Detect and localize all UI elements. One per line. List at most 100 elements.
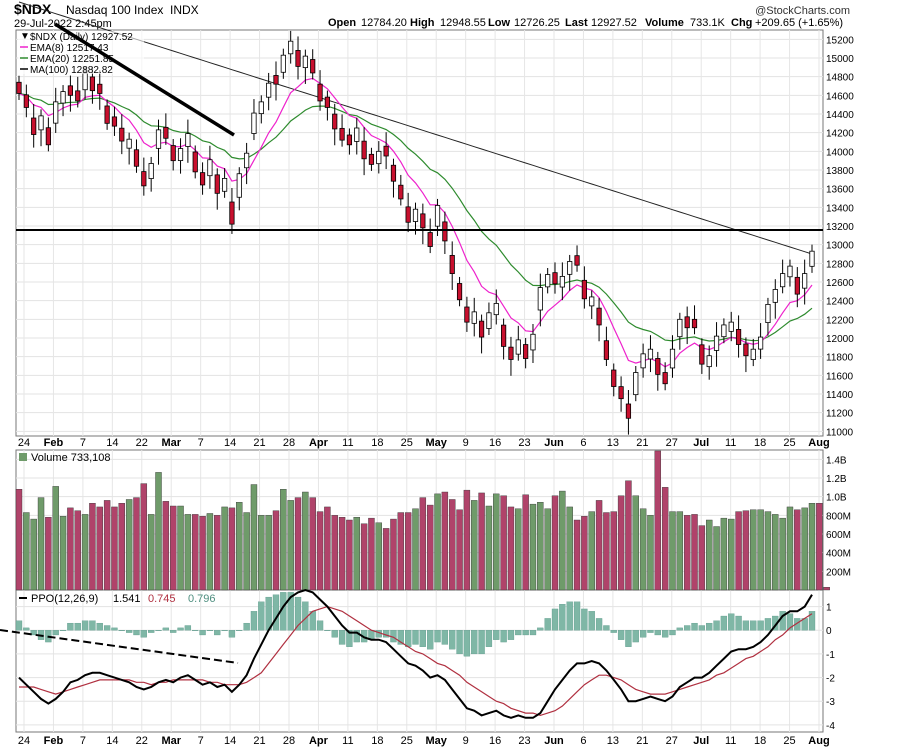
ppo-histogram	[15, 592, 816, 657]
candle-body	[721, 324, 727, 338]
last-value: 12927.52	[591, 17, 637, 29]
ppo-dashed-trendline	[0, 629, 239, 664]
ppo-histogram-bar	[581, 608, 588, 631]
candle-body	[596, 307, 602, 326]
x-tick-label: 27	[666, 437, 678, 449]
ppo-tick-label: 0	[826, 626, 832, 637]
x-tick-label: 16	[489, 735, 501, 747]
price-tick-label: 13400	[826, 203, 854, 214]
volume-bar	[155, 472, 162, 591]
volume-bar	[45, 517, 52, 591]
volume-bar	[169, 505, 177, 591]
candle-body	[221, 177, 228, 192]
x-tick-label: 23	[518, 735, 530, 747]
candle-body	[765, 303, 771, 323]
ppo-histogram-bar	[471, 630, 478, 655]
x-tick-label: 7	[80, 437, 86, 449]
volume-bar	[382, 528, 390, 591]
volume-bar	[595, 500, 603, 591]
volume-bar	[353, 517, 360, 591]
volume-bar	[52, 486, 59, 591]
candle-body	[324, 96, 330, 108]
ppo-histogram-bar	[243, 622, 250, 631]
candle-body	[552, 272, 558, 285]
volume-bar	[118, 503, 125, 591]
volume-bar	[236, 502, 243, 591]
candle-body	[706, 355, 712, 368]
volume-bar	[59, 516, 67, 591]
volume-bar	[683, 515, 691, 591]
candle-body	[155, 129, 162, 149]
volume-bar	[412, 508, 419, 591]
candle-body	[420, 213, 426, 229]
volume-bar	[786, 506, 794, 591]
x-tick-label: 21	[636, 735, 648, 747]
ppo-histogram-bar	[184, 625, 192, 631]
volume-bar	[742, 510, 750, 591]
volume-bar	[581, 516, 588, 591]
candle-body	[772, 289, 778, 303]
candle-body	[273, 75, 279, 85]
ppo-histogram-bar	[706, 622, 713, 631]
low-value: 12726.25	[514, 17, 560, 29]
x-tick-label: 9	[463, 735, 469, 747]
volume-bar	[794, 509, 801, 591]
volume-bar	[507, 506, 515, 591]
ppo-histogram-bar	[684, 625, 691, 631]
ppo-histogram-bar	[654, 630, 661, 636]
ppo-line	[18, 588, 813, 719]
volume-bar	[287, 500, 294, 591]
volume-bar	[801, 507, 808, 591]
ppo-legend-value: 1.541	[113, 593, 141, 605]
candle-body	[464, 306, 470, 323]
x-tick-label: 14	[224, 735, 236, 747]
volume-bar	[559, 490, 566, 591]
volume-bar	[162, 501, 170, 591]
open-value: 12784.20	[361, 17, 407, 29]
x-tick-label: 28	[283, 437, 295, 449]
legend-price: $NDX (Daily) 12927.52	[30, 32, 133, 43]
candle-body	[302, 55, 308, 69]
volume-bar	[67, 507, 74, 591]
ppo-histogram-bar	[338, 630, 346, 645]
volume-bar	[346, 519, 353, 591]
candle-body	[148, 163, 154, 179]
candle-body	[332, 113, 338, 130]
volume-bar	[757, 509, 764, 591]
brand-label: @StockCharts.com	[755, 5, 850, 17]
volume-bar	[214, 515, 221, 591]
price-tick-label: 14600	[826, 91, 854, 102]
legend-ma100: MA(100) 12882.82	[30, 65, 113, 76]
ppo-histogram-bar	[155, 630, 162, 631]
ppo-histogram-bar	[118, 630, 125, 631]
volume-bar	[419, 497, 427, 591]
legend-ema8: EMA(8) 12517.43	[30, 43, 109, 54]
x-tick-label: 21	[636, 437, 648, 449]
candle-body	[67, 85, 73, 96]
ppo-legend-hist: 0.796	[188, 593, 216, 605]
ppo-histogram-bar	[515, 630, 522, 636]
candle-body	[266, 82, 272, 98]
price-tick-label: 15000	[826, 54, 854, 65]
candle-body	[376, 150, 382, 165]
volume-bar	[397, 512, 405, 591]
price-tick-label: 11600	[826, 371, 854, 382]
candle-body	[104, 105, 110, 124]
ppo-panel-frame	[15, 589, 824, 733]
volume-tick-label: 1.0B	[826, 493, 847, 504]
x-tick-label: Feb	[44, 437, 64, 449]
ppo-tick-label: 1	[826, 603, 832, 614]
volume-bar	[23, 512, 30, 591]
volume-bar	[390, 518, 397, 591]
candle-body	[251, 112, 257, 134]
price-tick-label: 12600	[826, 278, 854, 289]
candle-body	[501, 324, 507, 347]
x-tick-label: Jun	[544, 735, 564, 747]
price-tick-label: 11400	[826, 390, 854, 401]
candle-body	[207, 159, 213, 177]
volume-bar	[603, 512, 610, 591]
x-tick-label: 14	[106, 437, 118, 449]
ppo-histogram-bar	[228, 630, 236, 638]
price-tick-label: 13200	[826, 222, 854, 233]
x-tick-label: 23	[518, 437, 530, 449]
